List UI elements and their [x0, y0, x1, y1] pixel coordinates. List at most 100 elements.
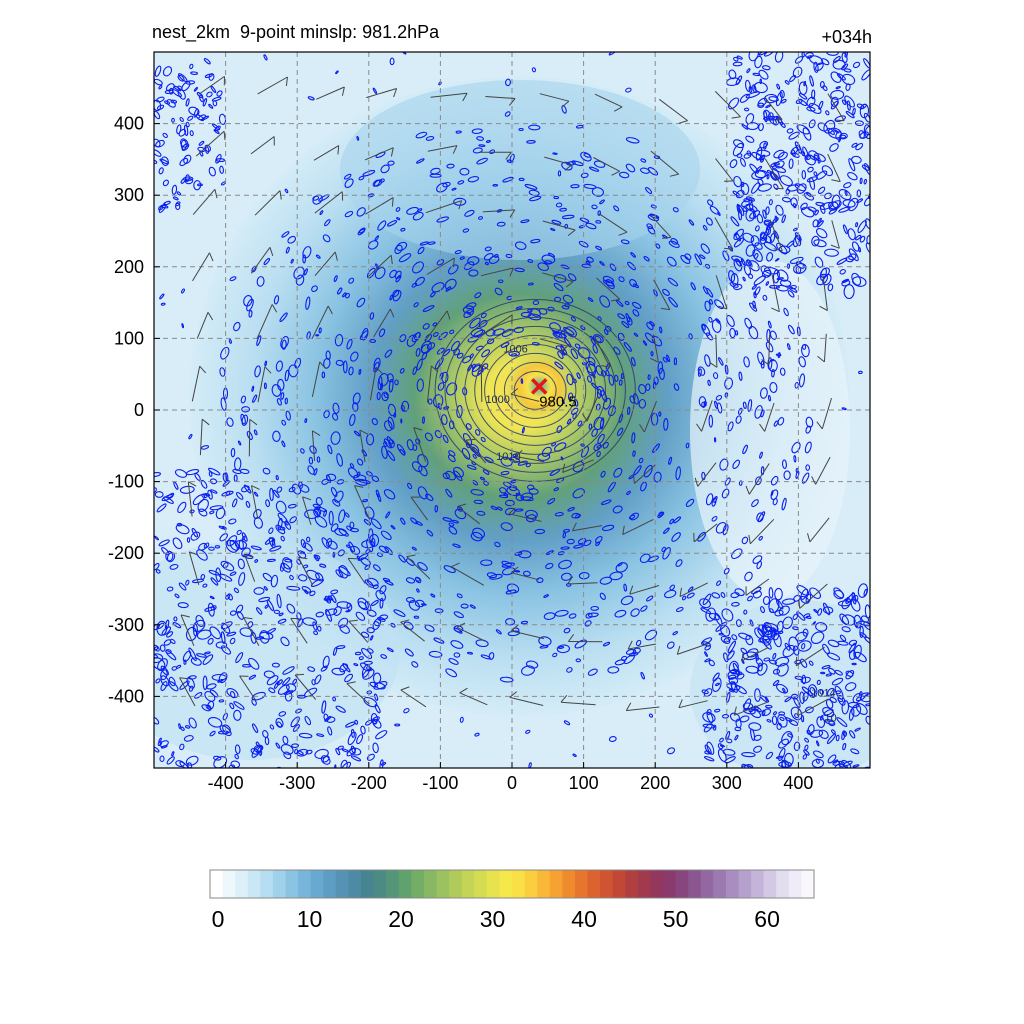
- spiral-contour: [476, 136, 485, 141]
- spiral-contour: [563, 528, 570, 533]
- spiral-contour: [547, 497, 556, 505]
- spiral-contour: [343, 173, 352, 180]
- convective-contour: [171, 751, 175, 757]
- spiral-contour: [300, 448, 305, 454]
- spiral-contour: [422, 416, 425, 424]
- wind-barb: [650, 214, 672, 238]
- spiral-contour: [570, 348, 579, 360]
- convective-contour: [828, 667, 836, 675]
- convective-contour: [855, 222, 859, 228]
- spiral-contour: [369, 312, 375, 320]
- convective-contour: [328, 510, 334, 526]
- spiral-contour: [502, 176, 514, 183]
- scattered-contour: [389, 57, 395, 66]
- spiral-contour: [451, 519, 459, 524]
- convective-contour: [740, 182, 750, 196]
- spiral-contour: [496, 221, 506, 227]
- spiral-contour: [527, 259, 534, 263]
- convective-contour: [820, 267, 830, 278]
- scattered-contour: [412, 366, 418, 376]
- convective-contour: [326, 538, 333, 547]
- convective-contour: [225, 539, 238, 553]
- convective-contour: [815, 228, 828, 239]
- convective-contour: [312, 503, 322, 509]
- spiral-contour: [614, 659, 626, 666]
- scattered-contour: [273, 609, 281, 615]
- convective-contour: [756, 663, 768, 676]
- convective-contour: [784, 80, 790, 85]
- spiral-contour: [574, 343, 581, 349]
- spiral-contour: [311, 285, 318, 293]
- wind-barb: [426, 257, 455, 275]
- convective-contour: [212, 755, 222, 761]
- colorbar-swatch: [348, 870, 362, 898]
- spiral-contour: [528, 124, 541, 131]
- spiral-contour: [243, 484, 252, 494]
- convective-contour: [706, 708, 712, 716]
- spiral-contour: [715, 318, 721, 324]
- wind-barb-flag: [302, 496, 312, 501]
- convective-contour: [188, 717, 197, 729]
- spiral-contour: [709, 299, 713, 305]
- convective-contour: [172, 196, 179, 201]
- spiral-contour: [514, 241, 527, 250]
- spiral-contour: [566, 538, 575, 545]
- wind-barb-flag: [214, 189, 218, 199]
- convective-contour: [735, 75, 743, 86]
- spiral-contour: [359, 330, 369, 340]
- spiral-contour: [281, 419, 287, 426]
- convective-contour: [208, 471, 213, 477]
- spiral-contour: [280, 535, 285, 542]
- spiral-contour: [563, 327, 575, 336]
- convective-contour: [215, 567, 222, 583]
- convective-contour: [827, 283, 834, 292]
- convective-contour: [155, 96, 165, 103]
- spiral-contour: [722, 250, 730, 262]
- spiral-contour: [445, 286, 452, 292]
- spiral-contour: [446, 163, 455, 169]
- spiral-contour: [469, 317, 481, 329]
- scattered-contour: [841, 407, 847, 411]
- convective-contour: [169, 638, 176, 645]
- convective-contour: [175, 202, 181, 211]
- convective-contour: [207, 716, 223, 728]
- wind-barb: [511, 572, 539, 581]
- spiral-contour: [525, 660, 539, 669]
- wind-barb: [413, 427, 427, 462]
- convective-contour: [754, 688, 761, 702]
- spiral-contour: [398, 554, 406, 563]
- convective-contour: [178, 723, 182, 730]
- spiral-contour: [406, 206, 419, 215]
- convective-contour: [189, 63, 194, 70]
- spiral-contour: [348, 366, 354, 376]
- spiral-contour: [246, 430, 253, 441]
- spiral-contour: [483, 253, 494, 261]
- convective-contour: [163, 200, 171, 206]
- wind-barb: [311, 361, 321, 398]
- wind-barb: [764, 158, 784, 190]
- scattered-contour: [806, 55, 813, 59]
- scattered-contour: [323, 597, 329, 601]
- convective-contour: [345, 610, 351, 613]
- convective-contour: [768, 96, 779, 102]
- scattered-contour: [302, 254, 307, 264]
- spiral-contour: [787, 290, 795, 298]
- convective-contour: [745, 79, 751, 92]
- y-tick-label: 300: [114, 185, 144, 205]
- wind-barb-flag: [458, 200, 463, 210]
- convective-contour: [757, 183, 772, 192]
- wind-barb: [348, 620, 369, 643]
- spiral-contour: [425, 493, 434, 502]
- convective-contour: [209, 478, 218, 485]
- convective-contour: [161, 156, 169, 167]
- scattered-contour: [488, 652, 495, 660]
- spiral-contour: [657, 361, 664, 375]
- scattered-contour: [572, 753, 577, 757]
- convective-contour: [769, 232, 776, 244]
- convective-contour: [322, 655, 330, 669]
- convective-contour: [372, 718, 382, 729]
- spiral-contour: [742, 444, 748, 455]
- spiral-contour: [666, 354, 671, 363]
- convective-contour: [864, 636, 870, 646]
- wind-barb: [192, 188, 216, 215]
